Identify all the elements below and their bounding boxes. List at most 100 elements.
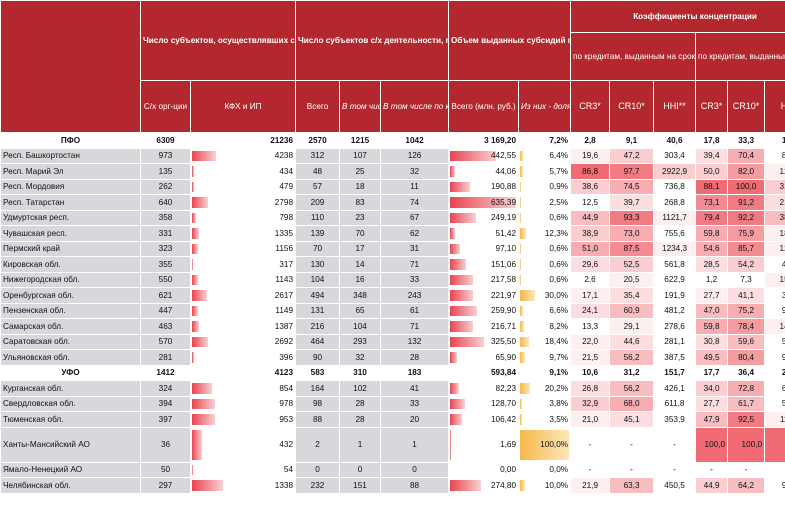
share-kfh-value: 0,6% (549, 244, 569, 254)
share-kfh: 8,2% (518, 318, 572, 335)
recipients-total: 104 (295, 271, 341, 288)
kfh-count-bar (192, 398, 215, 409)
coef-cr3b: 39,4 (695, 147, 729, 164)
coef-cr3b: 1,2 (695, 271, 729, 288)
coef-cr10a: 47,2 (609, 147, 655, 164)
orgs-count: 621 (140, 287, 191, 304)
coef-hhib: 477,4 (764, 256, 785, 273)
kfh-count: 1156 (189, 240, 297, 257)
share-kfh: 9,1% (518, 364, 572, 381)
region-name: Нижегородская обл. (0, 271, 141, 288)
coef-cr10b: 7,3 (727, 271, 766, 288)
coef-hhia: 481,2 (653, 302, 697, 319)
coef-cr10b: 61,7 (727, 395, 766, 412)
recipients-long: 132 (380, 333, 450, 350)
kfh-count-bar (192, 197, 208, 208)
volume-total-value: 3 169,20 (484, 135, 517, 145)
region-name: Ульяновская обл. (0, 349, 141, 366)
share-kfh: 0,6% (518, 256, 572, 273)
recipients-kfh: 293 (339, 333, 382, 350)
share-kfh: 0,6% (518, 240, 572, 257)
coef-cr10a: 44,6 (609, 333, 655, 350)
volume-total-bar (450, 398, 465, 409)
volume-total: 106,42 (448, 411, 520, 428)
col-orgs-header: С/х орг-ции (140, 80, 191, 133)
table-row: Нижегородская обл. 550 1143 104 16 33 217,58 0,… (0, 271, 785, 288)
volume-total: 442,55 (448, 147, 520, 164)
volume-total-bar (450, 259, 466, 270)
orgs-count: 262 (140, 178, 191, 195)
volume-total: 44,06 (448, 163, 520, 180)
kfh-count: 1338 (189, 477, 297, 494)
coef-cr10a: 45,1 (609, 411, 655, 428)
coef-cr3a: 2,6 (570, 271, 611, 288)
region-name: Свердловская обл. (0, 395, 141, 412)
coef-cr3b: 28,5 (695, 256, 729, 273)
kfh-count-value: 1335 (274, 228, 294, 238)
coef-hhia: 622,9 (653, 271, 697, 288)
kfh-count-bar (192, 181, 194, 192)
coef-cr10b: 85,7 (727, 240, 766, 257)
kfh-count: 21236 (189, 132, 297, 149)
col-hhi-long-header: HHI** (764, 80, 785, 133)
coef-hhia: - (653, 461, 697, 478)
volume-total-value: 217,58 (490, 275, 517, 285)
orgs-count: 550 (140, 271, 191, 288)
coef-cr3a: 38,9 (570, 225, 611, 242)
recipients-long: 20 (380, 411, 450, 428)
table-total-row: ПФО 6309 21236 2570 1215 1042 3 169,20 7,2% 2,8 9… (0, 132, 785, 149)
share-kfh-bar (520, 321, 524, 332)
coef-hhia: 268,8 (653, 194, 697, 211)
region-name: Курганская обл. (0, 380, 141, 397)
region-name: Кировская обл. (0, 256, 141, 273)
short-term-header: по кредитам, выданным на срок до 1 года (570, 32, 697, 81)
coef-cr3a: 26,8 (570, 380, 611, 397)
coef-cr10b: 82,0 (727, 163, 766, 180)
orgs-count: 331 (140, 225, 191, 242)
coef-cr10a: 93,3 (609, 209, 655, 226)
volume-total: 51,42 (448, 225, 520, 242)
kfh-count-value: 854 (279, 383, 294, 393)
coef-cr3b: 30,8 (695, 333, 729, 350)
volume-total-value: 635,39 (490, 197, 517, 207)
orgs-count: 397 (140, 411, 191, 428)
coef-cr3b: 88,1 (695, 178, 729, 195)
recipients-total: 88 (295, 411, 341, 428)
kfh-count: 317 (189, 256, 297, 273)
share-kfh-bar (520, 228, 526, 239)
coef-cr3a: 22,0 (570, 333, 611, 350)
volume-total-value: 128,70 (490, 399, 517, 409)
coef-hhib: 938,9 (764, 477, 785, 494)
recipients-kfh: 151 (339, 477, 382, 494)
share-kfh-value: 12,3% (544, 228, 569, 238)
volume-total: 151,06 (448, 256, 520, 273)
kfh-count-value: 2617 (274, 290, 294, 300)
coef-cr3b: 44,9 (695, 477, 729, 494)
coef-hhia: 278,6 (653, 318, 697, 335)
col-cr10-short-header: CR10* (609, 80, 655, 133)
coef-cr10b: 64,2 (727, 477, 766, 494)
recipients-kfh: 107 (339, 147, 382, 164)
kfh-count: 2692 (189, 333, 297, 350)
coef-cr3a: - (570, 426, 611, 463)
volume-total-value: 82,23 (495, 383, 517, 393)
volume-total-value: 593,84 (490, 368, 517, 378)
orgs-count: 1412 (140, 364, 191, 381)
orgs-count: 36 (140, 426, 191, 463)
recipients-long: 0 (380, 461, 450, 478)
coef-hhib: 1136,4 (764, 411, 785, 428)
share-kfh: 0,9% (518, 178, 572, 195)
orgs-count: 281 (140, 349, 191, 366)
table-row: Свердловская обл. 394 978 98 28 33 128,70 3,8% 3… (0, 395, 785, 412)
coef-cr3b: 17,8 (695, 132, 729, 149)
share-kfh-value: 0,0% (549, 465, 569, 475)
coef-hhia: 561,8 (653, 256, 697, 273)
recipients-kfh: 83 (339, 194, 382, 211)
kfh-count: 1149 (189, 302, 297, 319)
share-kfh: 6,6% (518, 302, 572, 319)
kfh-count-bar (192, 305, 198, 316)
volume-total-bar (450, 181, 470, 192)
share-kfh-value: 3,5% (549, 414, 569, 424)
coef-cr10b: 75,2 (727, 302, 766, 319)
coef-cr10b: 72,8 (727, 380, 766, 397)
